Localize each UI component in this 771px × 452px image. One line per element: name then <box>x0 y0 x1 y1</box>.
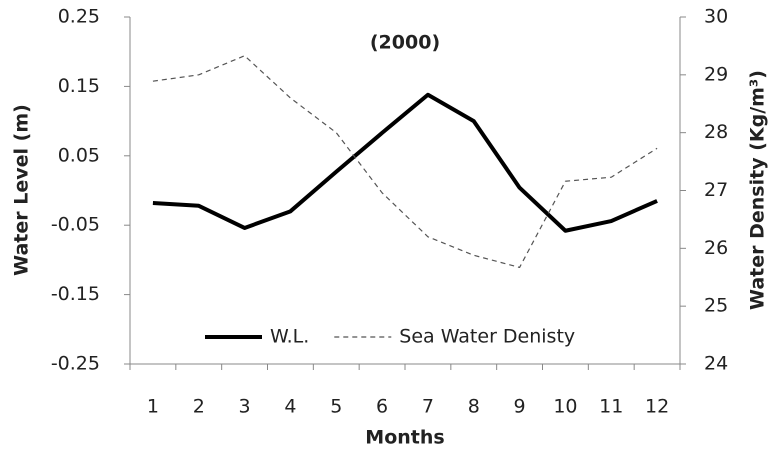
y-tick-label: -0.25 <box>51 353 100 375</box>
y2-axis-label: Water Density (Kg/m³) <box>747 70 769 310</box>
y2-tick-label: 27 <box>704 179 728 201</box>
x-tick-label: 6 <box>376 396 388 418</box>
y2-tick-label: 26 <box>704 237 728 259</box>
y2-tick-label: 28 <box>704 121 728 143</box>
y2-tick-label: 30 <box>704 6 728 28</box>
x-tick-label: 9 <box>514 396 526 418</box>
x-tick-label: 5 <box>330 396 342 418</box>
y2-tick-label: 24 <box>704 353 728 375</box>
x-tick-label: 10 <box>553 396 577 418</box>
legend-label: Sea Water Denisty <box>399 326 575 348</box>
x-axis-label: Months <box>365 427 444 449</box>
x-tick-label: 8 <box>468 396 480 418</box>
series-line <box>152 55 658 269</box>
y-tick-label: -0.05 <box>51 214 100 236</box>
x-tick-label: 7 <box>422 396 434 418</box>
y2-tick-label: 25 <box>704 295 728 317</box>
x-tick-label: 2 <box>193 396 205 418</box>
x-tick-label: 4 <box>284 396 296 418</box>
x-tick-label: 12 <box>645 396 669 418</box>
legend-label: W.L. <box>270 326 309 348</box>
series-line <box>152 92 658 233</box>
y2-tick-label: 29 <box>704 63 728 85</box>
y-tick-label: -0.15 <box>51 283 100 305</box>
y-tick-label: 0.05 <box>58 144 100 166</box>
y-axis-label: Water Level (m) <box>11 104 33 276</box>
x-tick-label: 1 <box>147 396 159 418</box>
y-tick-label: 0.15 <box>58 75 100 97</box>
chart-title: (2000) <box>370 32 440 54</box>
x-tick-label: 3 <box>239 396 251 418</box>
y-tick-label: 0.25 <box>58 6 100 28</box>
x-tick-label: 11 <box>599 396 623 418</box>
